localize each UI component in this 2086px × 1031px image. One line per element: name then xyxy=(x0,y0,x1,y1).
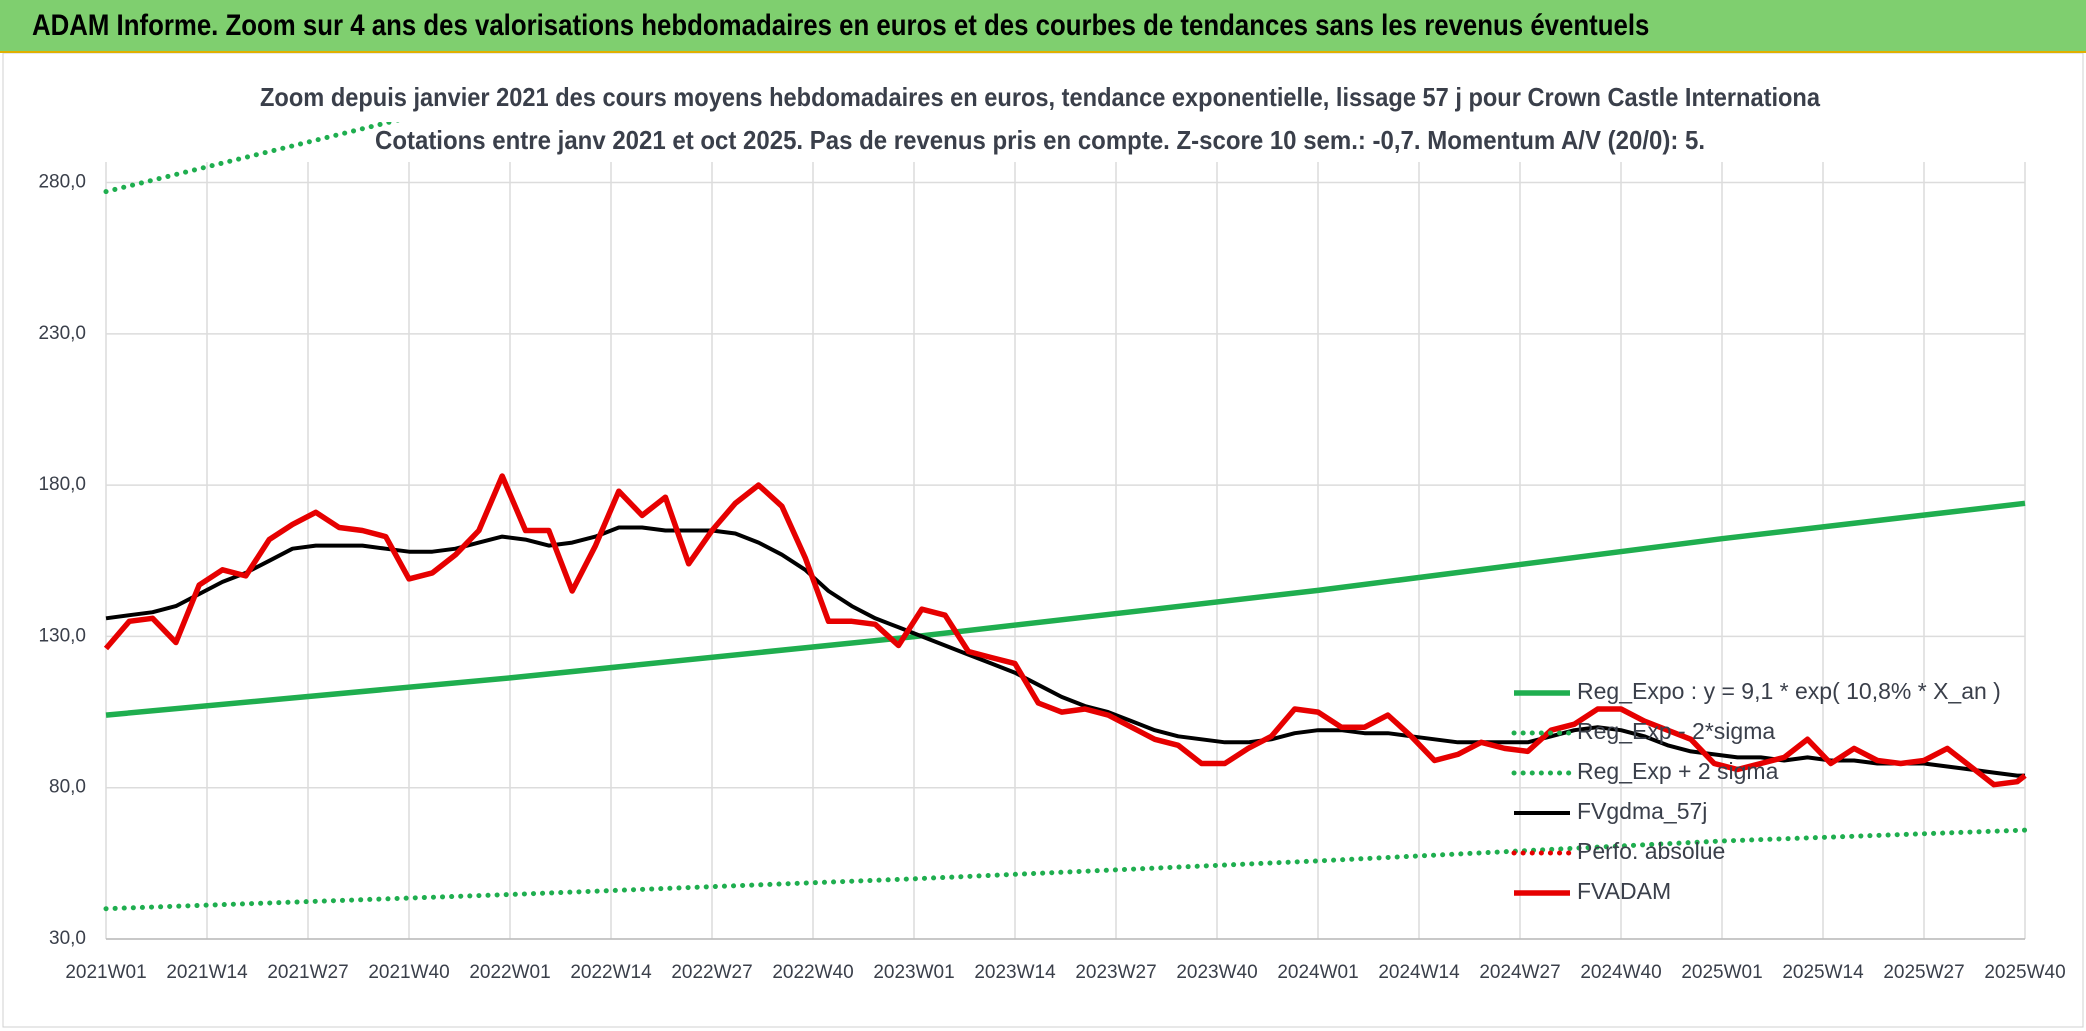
y-tick-label: 180,0 xyxy=(38,474,86,495)
x-tick-label: 2024W40 xyxy=(1580,962,1661,983)
x-tick-label: 2025W01 xyxy=(1681,962,1762,983)
x-tick-label: 2022W40 xyxy=(772,962,853,983)
y-tick-label: 280,0 xyxy=(38,172,86,193)
x-tick-label: 2023W27 xyxy=(1075,962,1156,983)
x-tick-label: 2023W14 xyxy=(974,962,1056,983)
y-tick-label: 230,0 xyxy=(38,323,86,344)
x-tick-label: 2024W14 xyxy=(1378,962,1460,983)
x-tick-label: 2024W27 xyxy=(1479,962,1560,983)
chart-title: Zoom depuis janvier 2021 des cours moyen… xyxy=(260,82,1820,112)
plot-area xyxy=(103,122,2028,912)
chart-frame xyxy=(2,53,2084,1028)
y-tick-label: 130,0 xyxy=(38,625,86,646)
legend-label: FVADAM xyxy=(1577,878,1671,904)
x-tick-label: 2021W40 xyxy=(368,962,449,983)
banner-title: ADAM Informe. Zoom sur 4 ans des valoris… xyxy=(32,9,1650,42)
legend-label: Reg_Expo : y = 9,1 * exp( 10,8% * X_an ) xyxy=(1577,678,2001,704)
x-tick-label: 2021W14 xyxy=(166,962,248,983)
legend-label: Perfo. absolue xyxy=(1577,838,1725,864)
banner: ADAM Informe. Zoom sur 4 ans des valoris… xyxy=(0,0,2086,53)
chart: Zoom depuis janvier 2021 des cours moyen… xyxy=(2,53,2084,1028)
x-tick-label: 2025W27 xyxy=(1883,962,1964,983)
x-tick-label: 2023W40 xyxy=(1176,962,1257,983)
series-line xyxy=(103,473,2027,788)
x-tick-label: 2022W27 xyxy=(671,962,752,983)
series-line xyxy=(105,525,2025,778)
x-tick-label: 2024W01 xyxy=(1277,962,1358,983)
legend-label: FVgdma_57j xyxy=(1577,798,1707,824)
x-tick-label: 2021W01 xyxy=(65,962,146,983)
series-line xyxy=(103,827,2028,912)
x-tick-label: 2023W01 xyxy=(873,962,954,983)
x-tick-label: 2025W40 xyxy=(1984,962,2065,983)
legend-label: Reg_Exp + 2 sigma xyxy=(1577,758,1779,784)
chart-subtitle: Cotations entre janv 2021 et oct 2025. P… xyxy=(375,125,1705,155)
y-tick-label: 30,0 xyxy=(49,928,86,949)
x-tick-label: 2021W27 xyxy=(267,962,348,983)
y-tick-label: 80,0 xyxy=(49,777,86,798)
x-tick-label: 2022W14 xyxy=(570,962,652,983)
series-line xyxy=(105,500,2026,718)
legend-label: Reg_Exp - 2*sigma xyxy=(1577,718,1775,744)
x-tick-label: 2025W14 xyxy=(1782,962,1864,983)
x-tick-label: 2022W01 xyxy=(469,962,550,983)
